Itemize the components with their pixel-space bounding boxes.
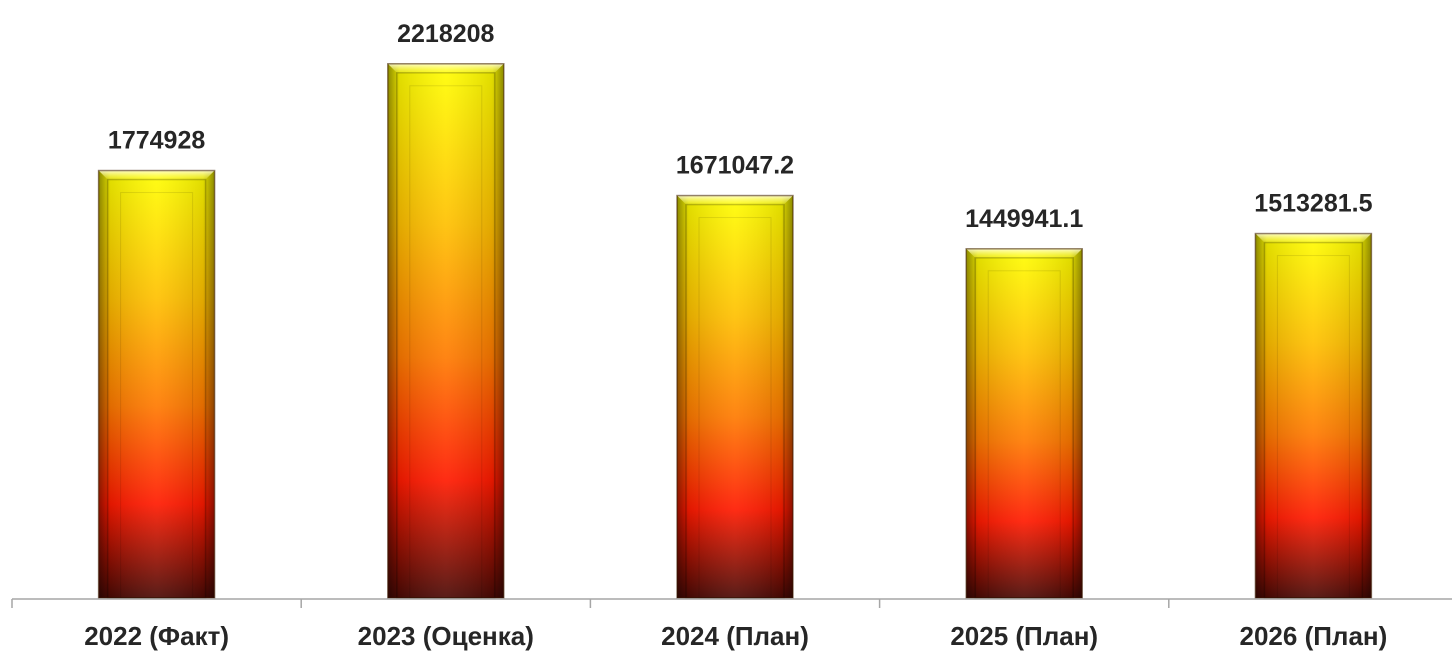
bar-shade [677,195,793,598]
x-tick-label: 2024 (План) [661,621,809,651]
bar-outline [965,248,1083,599]
x-tick-label: 2026 (План) [1240,621,1388,651]
bar-bevel [387,63,504,73]
data-label: 2218208 [397,20,494,48]
bars-layer [97,63,1373,599]
bar-bevel [98,170,215,180]
bar [387,63,505,599]
labels-layer: 1774928 2022 (Факт) 2218208 2023 (Оценка) 16… [84,20,1387,651]
bar-outline [676,194,794,599]
x-tick-label: 2022 (Факт) [84,621,229,651]
data-label: 1449941.1 [965,205,1083,233]
bar-bevel [1255,233,1372,243]
data-label: 1774928 [108,127,205,155]
bar-shade [966,248,1083,598]
data-label: 1513281.5 [1254,190,1372,218]
bar-bevel [966,248,1083,258]
bar [97,169,216,599]
bar [965,248,1083,599]
bar-outline [1254,232,1373,599]
x-tick-label: 2023 (Оценка) [358,621,534,651]
bar-outline [97,169,216,599]
bar [1254,232,1373,599]
bar-shade [98,170,215,598]
bar-bevel [677,195,793,205]
bar-shade [1255,233,1372,598]
bar-outline [387,63,505,599]
bar [676,194,794,599]
x-axis [11,598,1452,608]
x-tick-label: 2025 (План) [950,621,1098,651]
bar-shade [387,63,504,599]
data-label: 1671047.2 [676,152,794,180]
